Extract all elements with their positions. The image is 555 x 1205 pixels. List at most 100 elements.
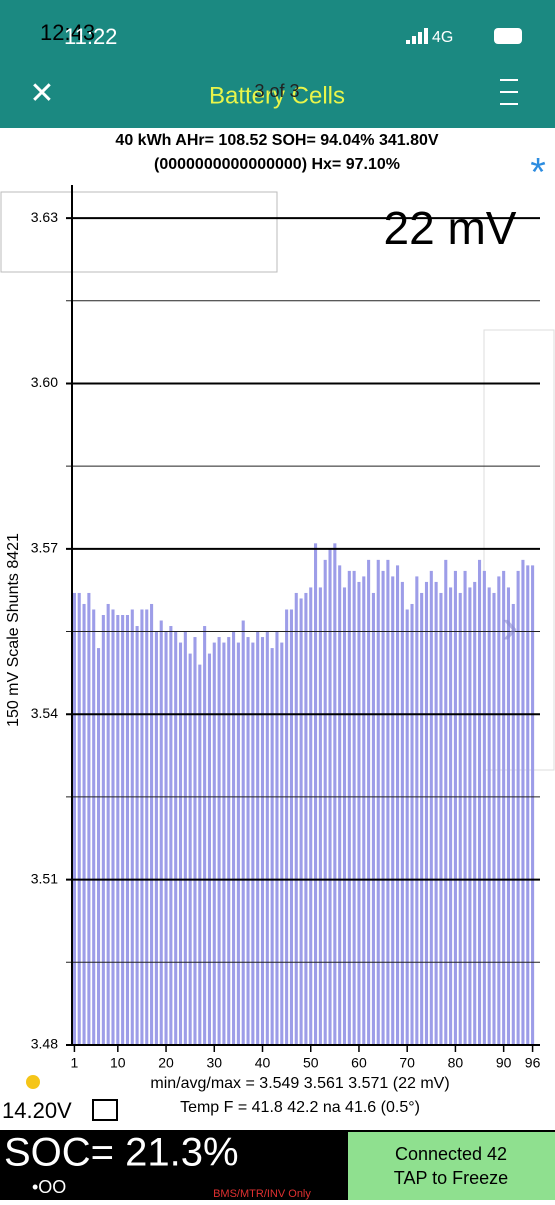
- x-tick-label: 96: [525, 1055, 541, 1071]
- info-line: 40 kWh AHr= 108.52 SOH= 94.04% 341.80V: [115, 132, 438, 149]
- bar: [526, 565, 530, 1045]
- soc-value: SOC= 21.3%: [4, 1131, 239, 1175]
- bar: [96, 648, 101, 1045]
- header-title: Battery Cells: [209, 82, 345, 109]
- bar: [212, 642, 216, 1045]
- bar: [396, 565, 400, 1045]
- bar: [477, 559, 482, 1045]
- bar: [169, 626, 173, 1045]
- bar: [140, 609, 144, 1045]
- bar: [434, 581, 438, 1045]
- bar: [116, 615, 120, 1045]
- bar: [159, 620, 163, 1045]
- bar: [357, 581, 361, 1045]
- bar: [482, 570, 486, 1045]
- bar: [260, 637, 265, 1045]
- x-tick-label: 10: [110, 1055, 126, 1071]
- y-tick-label: 3.51: [31, 870, 58, 886]
- bar: [531, 565, 535, 1045]
- bar: [145, 609, 149, 1045]
- bar: [342, 587, 347, 1045]
- bar: [241, 620, 245, 1045]
- bar: [463, 570, 467, 1045]
- y-tick-label: 3.60: [31, 374, 58, 390]
- bar: [386, 559, 390, 1045]
- mode-label: BMS/MTR/INV Only: [213, 1188, 311, 1200]
- bar: [516, 570, 520, 1045]
- signal-icon: [406, 28, 428, 44]
- bar: [381, 570, 385, 1045]
- bar: [106, 603, 110, 1045]
- x-tick-label: 50: [303, 1055, 319, 1071]
- bar: [362, 576, 366, 1045]
- bar: [299, 598, 303, 1045]
- bar: [376, 559, 380, 1045]
- bar: [453, 570, 457, 1045]
- bar: [203, 626, 207, 1045]
- bar: [511, 603, 515, 1045]
- freeze-button[interactable]: [348, 1132, 555, 1200]
- bar: [333, 543, 337, 1045]
- network: 4G: [432, 29, 453, 46]
- voltage: 14.20V: [2, 1098, 72, 1123]
- bar: [304, 592, 308, 1045]
- bar: [217, 637, 221, 1045]
- x-tick-label: 90: [496, 1055, 512, 1071]
- bar: [314, 543, 318, 1045]
- status-time: 12:43: [40, 20, 95, 45]
- bar: [188, 653, 192, 1045]
- x-tick-label: 30: [206, 1055, 222, 1071]
- bar: [265, 631, 269, 1045]
- bar: [130, 609, 134, 1045]
- bar: [285, 609, 289, 1045]
- star-button[interactable]: *: [530, 151, 546, 195]
- bar: [429, 570, 433, 1045]
- bar: [502, 570, 506, 1045]
- bar: [444, 559, 448, 1045]
- bar: [400, 581, 404, 1045]
- bar: [92, 609, 96, 1045]
- bar: [251, 642, 255, 1045]
- menu-button[interactable]: [500, 79, 518, 105]
- bar: [236, 642, 240, 1045]
- bar: [135, 626, 139, 1045]
- spread-label: 22 mV: [384, 202, 517, 254]
- bar: [371, 592, 375, 1045]
- header-page: 3 of 3: [254, 81, 299, 101]
- bar: [439, 592, 443, 1045]
- bar: [492, 592, 496, 1045]
- y-tick-label: 3.63: [31, 209, 58, 225]
- bar: [405, 609, 409, 1045]
- bar: [246, 637, 250, 1045]
- bulb-icon: [26, 1075, 40, 1089]
- bar: [125, 615, 130, 1045]
- x-tick-label: 40: [255, 1055, 271, 1071]
- bar: [289, 609, 293, 1045]
- bar: [270, 648, 274, 1045]
- bar: [77, 592, 81, 1045]
- bar: [150, 603, 154, 1045]
- bar: [294, 592, 298, 1045]
- x-tick-label: 60: [351, 1055, 367, 1071]
- connected: Connected 42: [395, 1144, 507, 1164]
- bar: [318, 587, 322, 1045]
- bar: [506, 587, 511, 1045]
- bar: [521, 559, 525, 1045]
- y-tick-label: 3.54: [31, 705, 58, 721]
- overlay-box: [0, 191, 278, 273]
- x-tick-label: 70: [399, 1055, 415, 1071]
- bar: [367, 559, 371, 1045]
- temperature: Temp F = 41.8 42.2 na 41.6 (0.5°): [180, 1099, 420, 1116]
- next-arrow[interactable]: ›: [502, 598, 519, 654]
- bar: [121, 615, 125, 1045]
- x-tick-label: 1: [71, 1055, 79, 1071]
- status-time-overlay: 11:22: [64, 24, 117, 49]
- bar: [338, 565, 342, 1045]
- bar: [410, 603, 414, 1045]
- bar: [82, 603, 86, 1045]
- bar: [164, 631, 168, 1045]
- app-bar: [0, 0, 555, 128]
- close-button[interactable]: ✕: [29, 77, 54, 110]
- bar: [391, 576, 395, 1045]
